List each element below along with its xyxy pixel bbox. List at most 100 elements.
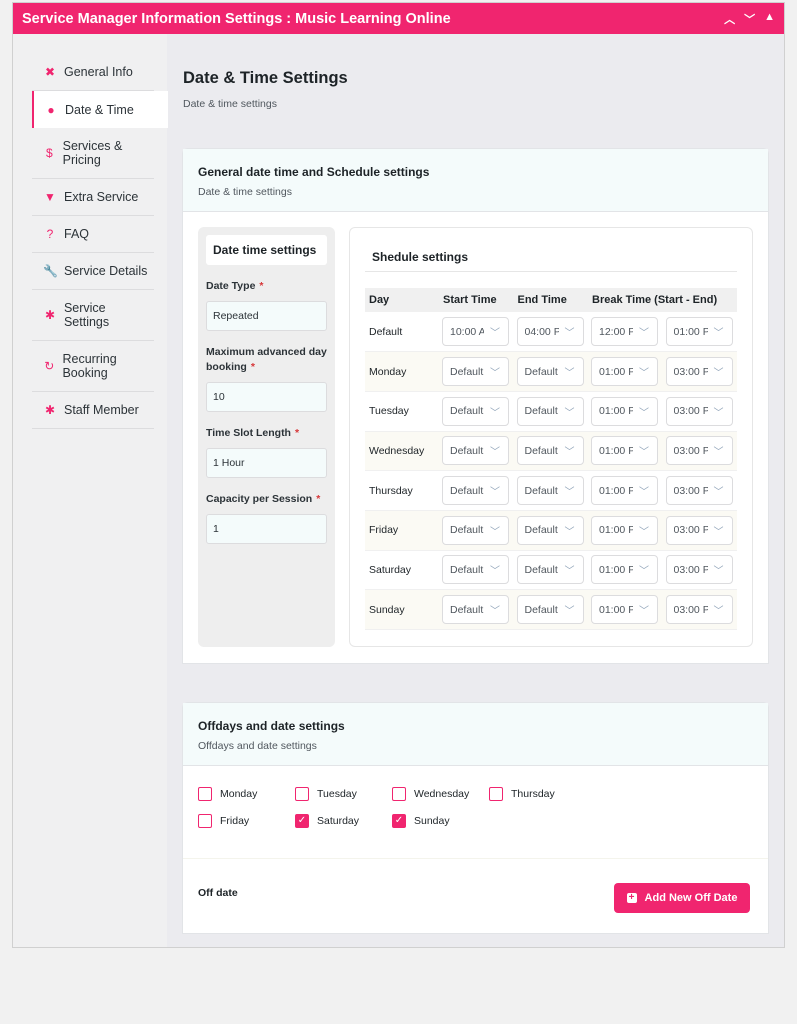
break-start-select[interactable]: 01:00 PM﹀ xyxy=(591,595,658,625)
break-end-select[interactable]: 03:00 PM﹀ xyxy=(665,436,733,466)
chevron-down-icon: ﹀ xyxy=(564,447,575,459)
break-end-select[interactable]: 03:00 PM﹀ xyxy=(665,476,733,506)
gear-icon: ✱ xyxy=(44,308,55,322)
field-input[interactable]: 1 Hour xyxy=(206,448,327,478)
chevron-down-icon: ﹀ xyxy=(490,328,500,340)
day-cell: Wednesday xyxy=(365,431,439,472)
chevron-down-icon: ﹀ xyxy=(639,447,649,459)
end-select[interactable]: Default ﹀ xyxy=(516,555,584,585)
start-select[interactable]: Default ﹀ xyxy=(442,555,509,585)
card-subtitle: Date & time settings xyxy=(198,186,292,198)
break-end-select[interactable]: 03:00 PM﹀ xyxy=(665,357,733,387)
break-end-select[interactable]: 03:00 PM﹀ xyxy=(665,515,733,545)
sidebar-item-service-settings[interactable]: ✱ Service Settings xyxy=(32,290,154,341)
sidebar-item-label: Date & Time xyxy=(65,102,134,117)
break-start-select[interactable]: 01:00 PM﹀ xyxy=(591,555,658,585)
end-select[interactable]: Default ﹀ xyxy=(516,515,584,545)
start-select[interactable]: Default ﹀ xyxy=(442,436,509,466)
chevron-down-icon: ﹀ xyxy=(564,566,575,578)
start-select[interactable]: 10:00 AM﹀ xyxy=(442,317,509,347)
chevron-down-icon: ﹀ xyxy=(490,566,500,578)
offday-wednesday-checkbox[interactable]: Wednesday xyxy=(392,780,489,807)
chevron-down-icon: ﹀ xyxy=(713,328,724,340)
break-start-select[interactable]: 01:00 PM﹀ xyxy=(591,436,658,466)
sidebar-item-label: Recurring Booking xyxy=(62,352,117,380)
add-new-off-date-button[interactable]: + Add New Off Date xyxy=(614,883,750,913)
break-start-select[interactable]: 01:00 PM﹀ xyxy=(591,396,658,426)
sidebar-item-services-pricing[interactable]: $ Services & Pricing xyxy=(32,128,154,179)
break-start-select[interactable]: 01:00 PM﹀ xyxy=(591,476,658,506)
chevron-down-icon: ﹀ xyxy=(713,526,724,538)
page-subtitle: Date & time settings xyxy=(183,98,277,110)
sidebar-item-general-info[interactable]: ✖ General Info xyxy=(32,54,154,91)
break-start-select[interactable]: 01:00 PM﹀ xyxy=(591,357,658,387)
break-start-select[interactable]: 12:00 PM﹀ xyxy=(591,317,658,347)
chevron-down-icon: ﹀ xyxy=(639,566,649,578)
move-up-icon[interactable]: ︿ xyxy=(724,13,736,26)
move-down-icon[interactable]: ﹀ xyxy=(744,13,756,26)
offday-monday-checkbox[interactable]: Monday xyxy=(198,780,295,807)
column-header: Start Time xyxy=(439,288,514,312)
break-start-select[interactable]: 01:00 PM﹀ xyxy=(591,515,658,545)
break-end-select[interactable]: 01:00 PM﹀ xyxy=(665,317,733,347)
start-select[interactable]: Default ﹀ xyxy=(442,357,509,387)
end-select[interactable]: Default ﹀ xyxy=(516,476,584,506)
day-cell: Saturday xyxy=(365,550,439,591)
end-select[interactable]: Default ﹀ xyxy=(516,436,584,466)
offday-friday-checkbox[interactable]: Friday xyxy=(198,807,295,834)
sidebar-item-service-details[interactable]: 🔧 Service Details xyxy=(32,253,154,290)
column-header: End Time xyxy=(513,288,588,312)
sidebar-item-label: General Info xyxy=(64,65,133,79)
sidebar-item-extra-service[interactable]: ▼ Extra Service xyxy=(32,179,154,216)
start-select[interactable]: Default ﹀ xyxy=(442,595,509,625)
chevron-down-icon: ﹀ xyxy=(639,368,649,380)
checkbox-icon xyxy=(198,813,212,828)
sidebar: ✖ General Info ● Date & Time $ Services & Pri… xyxy=(13,34,168,947)
card-title: General date time and Schedule settings xyxy=(198,165,430,179)
break-end-select[interactable]: 03:00 PM﹀ xyxy=(665,396,733,426)
filter-icon: ▼ xyxy=(44,190,56,204)
sidebar-item-date-time[interactable]: ● Date & Time xyxy=(32,91,168,128)
offday-thursday-checkbox[interactable]: Thursday xyxy=(489,780,586,807)
field-input[interactable]: Repeated xyxy=(206,301,327,331)
offday-sunday-checkbox[interactable]: ✓ Sunday xyxy=(392,807,489,834)
break-end-select[interactable]: 03:00 PM﹀ xyxy=(665,595,733,625)
break-end-select[interactable]: 03:00 PM﹀ xyxy=(665,555,733,585)
end-select[interactable]: Default ﹀ xyxy=(516,357,584,387)
panel-title: Date time settings xyxy=(206,235,327,265)
chevron-down-icon: ﹀ xyxy=(490,606,500,618)
day-cell: Friday xyxy=(365,510,439,551)
field-input[interactable]: 1 xyxy=(206,514,327,544)
required-marker: * xyxy=(316,493,321,505)
field-label: Capacity per Session * xyxy=(206,493,321,505)
field-input[interactable]: 10 xyxy=(206,382,327,412)
start-select[interactable]: Default ﹀ xyxy=(442,476,509,506)
checkbox-label: Wednesday xyxy=(414,787,470,800)
chevron-down-icon: ﹀ xyxy=(713,566,724,578)
collapse-toggle-icon[interactable]: ▲ xyxy=(764,10,775,23)
chevron-down-icon: ﹀ xyxy=(639,407,649,419)
start-select[interactable]: Default ﹀ xyxy=(442,515,509,545)
offday-tuesday-checkbox[interactable]: Tuesday xyxy=(295,780,392,807)
chevron-down-icon: ﹀ xyxy=(639,328,649,340)
end-select[interactable]: Default ﹀ xyxy=(516,595,584,625)
chevron-down-icon: ﹀ xyxy=(564,407,575,419)
sidebar-item-label: Staff Member xyxy=(64,403,139,417)
sidebar-item-recurring-booking[interactable]: ↻ Recurring Booking xyxy=(32,341,154,392)
chevron-down-icon: ﹀ xyxy=(713,368,724,380)
off-date-label: Off date xyxy=(198,887,238,899)
start-select[interactable]: Default ﹀ xyxy=(442,396,509,426)
offdays-card: Offdays and date settings Offdays and dat… xyxy=(182,702,769,934)
end-select[interactable]: Default ﹀ xyxy=(516,396,584,426)
sidebar-item-staff-member[interactable]: ✱ Staff Member xyxy=(32,392,154,429)
sidebar-item-label: FAQ xyxy=(64,227,90,241)
end-select[interactable]: 04:00 PM﹀ xyxy=(516,317,584,347)
sidebar-item-faq[interactable]: ? FAQ xyxy=(32,216,154,253)
offday-saturday-checkbox[interactable]: ✓ Saturday xyxy=(295,807,392,834)
